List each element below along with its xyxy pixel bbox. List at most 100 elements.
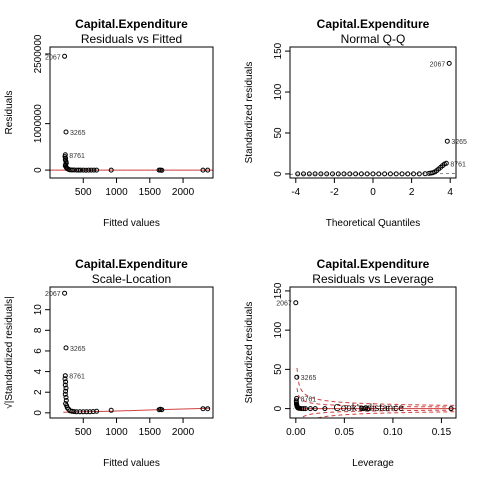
scale-location-point: [94, 408, 100, 414]
normal-qq-qq-reference-line: [290, 172, 456, 175]
normal-qq-point: [312, 171, 318, 177]
residuals-vs-leverage-point: [303, 406, 308, 412]
normal-qq-point: [416, 171, 422, 177]
scale-location-y-axis-label: √|Standardized residuals|: [3, 296, 15, 408]
residuals-vs-leverage-point: [307, 406, 313, 412]
scale-location-point: [205, 406, 211, 412]
residuals-vs-fitted-y-axis-label: Residuals: [4, 91, 15, 135]
scale-location-y-tick-label: 8: [33, 327, 44, 333]
scale-location-point: [69, 408, 75, 414]
residuals-vs-leverage-title: Capital.Expenditure: [317, 257, 430, 271]
normal-qq-y-axis-label: Standardized residuals: [244, 62, 255, 164]
residuals-vs-fitted-title: Capital.Expenditure: [75, 17, 188, 31]
residuals-vs-fitted-point: [86, 167, 92, 173]
normal-qq-point: [376, 171, 382, 177]
residuals-vs-fitted-y-tick-label: 2500000: [33, 34, 44, 73]
residuals-vs-fitted-point: [94, 167, 100, 173]
residuals-vs-leverage-x-tick-label: 0.15: [432, 427, 452, 438]
residuals-vs-leverage-cooks-contour: [296, 388, 456, 408]
scale-location-point: [90, 409, 96, 415]
residuals-vs-fitted-point: [78, 167, 84, 173]
scale-location-point: [62, 290, 68, 296]
scale-location-point: [74, 409, 80, 415]
residuals-vs-fitted-x-axis-label: Fitted values: [103, 218, 160, 229]
normal-qq-point: [306, 171, 312, 177]
scale-location-point: [77, 409, 83, 415]
residuals-vs-fitted-point: [69, 167, 75, 173]
scale-location-x-tick-label: 500: [75, 427, 92, 438]
normal-qq-point-label: 8761: [450, 161, 466, 168]
residuals-vs-fitted-point: [91, 167, 97, 173]
normal-qq-point: [393, 171, 399, 177]
residuals-vs-fitted-point: [200, 167, 206, 173]
normal-qq-point: [318, 171, 324, 177]
residuals-vs-leverage-x-axis-label: Leverage: [352, 458, 394, 469]
normal-qq-point: [335, 171, 341, 177]
residuals-vs-leverage-cooks-contour: [300, 409, 456, 418]
scale-location-point: [108, 407, 114, 413]
residuals-vs-fitted-y-tick-label: 1000000: [33, 104, 44, 143]
residuals-vs-leverage-point: [301, 406, 307, 412]
normal-qq-point: [405, 171, 411, 177]
residuals-vs-leverage-point: [312, 406, 318, 412]
residuals-vs-leverage-cooks-contour: [296, 367, 456, 406]
residuals-vs-leverage-point: [322, 406, 328, 412]
normal-qq-x-tick-label: -2: [330, 187, 339, 198]
residuals-vs-leverage-point-label: 2067: [276, 301, 292, 308]
residuals-vs-leverage-y-tick-label: 50: [273, 363, 284, 375]
scale-location-point: [62, 376, 68, 382]
scale-location-point: [63, 388, 69, 394]
normal-qq-point: [341, 171, 347, 177]
scale-location-point: [63, 394, 69, 400]
residuals-vs-fitted-x-tick-label: 1000: [105, 187, 128, 198]
normal-qq-point: [330, 171, 335, 177]
scale-location-plot-area: [62, 290, 211, 415]
normal-qq-point: [443, 160, 449, 166]
residuals-vs-fitted-x-tick-label: 2000: [172, 187, 195, 198]
normal-qq-y-tick-label: 150: [273, 42, 284, 59]
normal-qq-y-tick-label: 50: [273, 127, 284, 139]
residuals-vs-leverage-cooks-distance-label: Cook's distance: [333, 403, 404, 414]
normal-qq-x-tick-label: 2: [409, 187, 415, 198]
residuals-vs-fitted-point: [80, 167, 86, 173]
residuals-vs-fitted-point: [63, 129, 69, 135]
normal-qq-frame: [289, 46, 457, 179]
scale-location-point: [87, 409, 93, 415]
normal-qq-y-tick-label: 0: [273, 171, 284, 177]
residuals-vs-fitted-y-tick-label: 0: [33, 167, 44, 173]
residuals-vs-fitted-frame: [49, 46, 214, 179]
normal-qq-point: [411, 171, 416, 177]
residuals-vs-fitted-point-label: 3265: [70, 130, 86, 137]
residuals-vs-leverage-y-tick-label: 100: [273, 321, 284, 338]
residuals-vs-fitted-point: [83, 167, 89, 173]
residuals-vs-fitted-point: [159, 167, 165, 173]
normal-qq-x-axis-label: Theoretical Quantiles: [326, 218, 421, 229]
scale-location-x-tick-label: 1000: [105, 427, 128, 438]
residuals-vs-fitted-point: [108, 167, 114, 173]
residuals-vs-fitted-point-label: 2067: [45, 54, 61, 61]
residuals-vs-fitted-subtitle: Residuals vs Fitted: [81, 32, 182, 46]
scale-location-point: [200, 406, 206, 412]
normal-qq-subtitle: Normal Q-Q: [341, 32, 406, 46]
scale-location-point-label: 8761: [69, 374, 85, 381]
scale-location-x-tick-label: 1500: [139, 427, 162, 438]
normal-qq-point: [353, 171, 359, 177]
scale-location-y-tick-label: 6: [33, 348, 44, 354]
scale-location-point: [63, 398, 69, 403]
residuals-vs-fitted-point: [88, 167, 94, 173]
residuals-vs-leverage-point: [365, 406, 371, 412]
normal-qq-x-tick-label: 0: [370, 187, 376, 198]
scale-location-point: [84, 409, 90, 415]
scale-location-y-tick-label: 2: [33, 389, 44, 395]
normal-qq-point: [364, 171, 370, 177]
residuals-vs-fitted-x-tick-label: 500: [75, 187, 92, 198]
scale-location-point: [63, 385, 69, 391]
residuals-vs-leverage-x-tick-label: 0.00: [286, 427, 306, 438]
scale-location-title: Capital.Expenditure: [75, 257, 188, 271]
residuals-vs-fitted-point-label: 8761: [69, 153, 85, 160]
